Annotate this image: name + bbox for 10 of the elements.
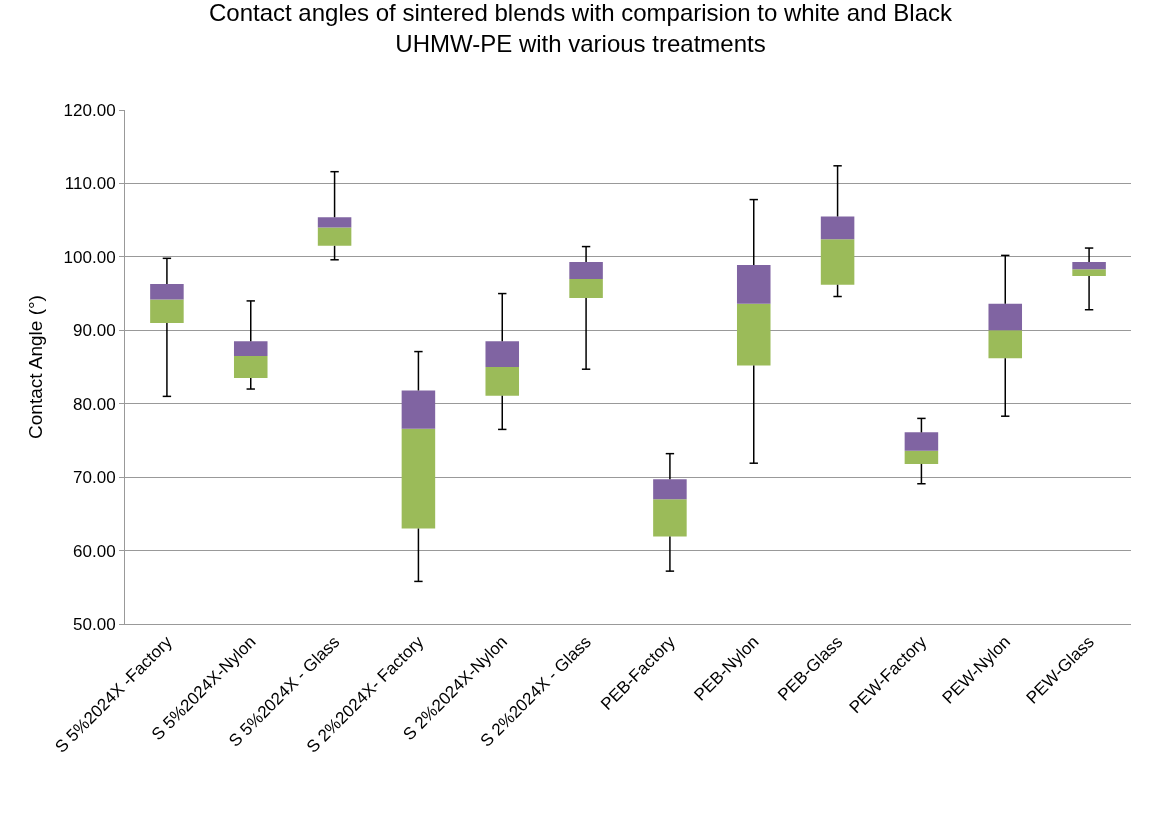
y-tick-label: 70.00	[73, 468, 116, 488]
y-tick-label: 100.00	[63, 247, 116, 267]
y-tick-label: 110.00	[64, 174, 116, 194]
y-axis-title: Contact Angle (°)	[25, 295, 47, 439]
y-tick-label: 50.00	[73, 614, 116, 634]
y-tick-label: 120.00	[63, 100, 116, 120]
y-tick-label: 80.00	[73, 394, 116, 414]
y-tick-label: 90.00	[73, 321, 116, 341]
y-tick-label: 60.00	[73, 541, 116, 561]
chart-title: Contact angles of sintered blends with comparision to white and Black UHMW-PE with various treatments	[208, 0, 954, 58]
